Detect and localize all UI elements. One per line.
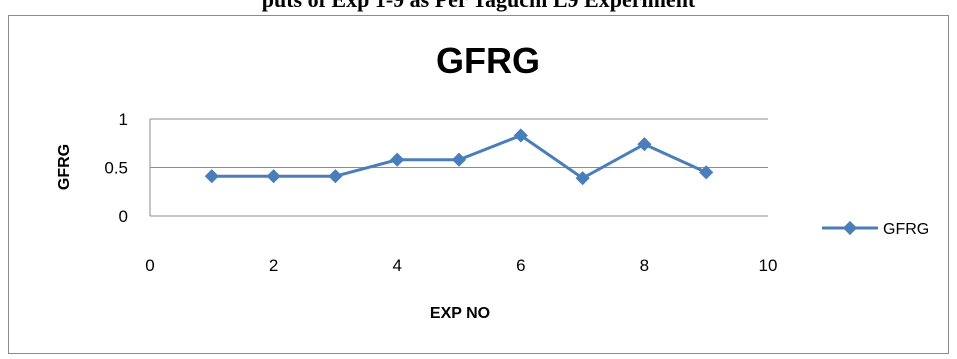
data-point-marker	[204, 169, 219, 184]
data-point-marker	[451, 152, 467, 167]
data-point-marker	[637, 137, 652, 152]
data-point-marker	[328, 169, 343, 184]
x-tick-label: 4	[392, 256, 401, 275]
x-axis-title: EXP NO	[430, 305, 490, 322]
legend: GFRG	[822, 220, 929, 238]
legend-marker	[842, 220, 858, 236]
x-tick-labels: 0 2 4 6 8 10	[145, 256, 777, 275]
y-tick-label: 0	[119, 207, 128, 226]
chart-frame	[8, 15, 949, 354]
y-tick-labels: 00.51	[104, 110, 128, 226]
x-tick-label: 0	[145, 256, 154, 275]
x-tick-label: 8	[640, 256, 649, 275]
data-point-marker	[390, 152, 405, 167]
chart-title: GFRG	[436, 40, 540, 81]
data-point-marker	[266, 169, 281, 184]
gridlines	[149, 118, 768, 217]
x-tick-label: 10	[759, 256, 778, 275]
legend-label-gfrg: GFRG	[883, 221, 929, 238]
data-point-marker	[513, 128, 528, 143]
clipped-heading-text: puts of Exp 1-9 as Per Taguchi L9 Experi…	[0, 0, 957, 13]
data-point-marker	[699, 165, 714, 180]
x-tick-label: 6	[516, 256, 525, 275]
data-point-marker	[575, 171, 590, 186]
y-axis-title: GFRG	[56, 144, 73, 190]
series-gfrg	[204, 128, 714, 186]
y-tick-label: 0.5	[104, 159, 128, 178]
x-tick-label: 2	[269, 256, 278, 275]
y-tick-label: 1	[119, 110, 128, 129]
